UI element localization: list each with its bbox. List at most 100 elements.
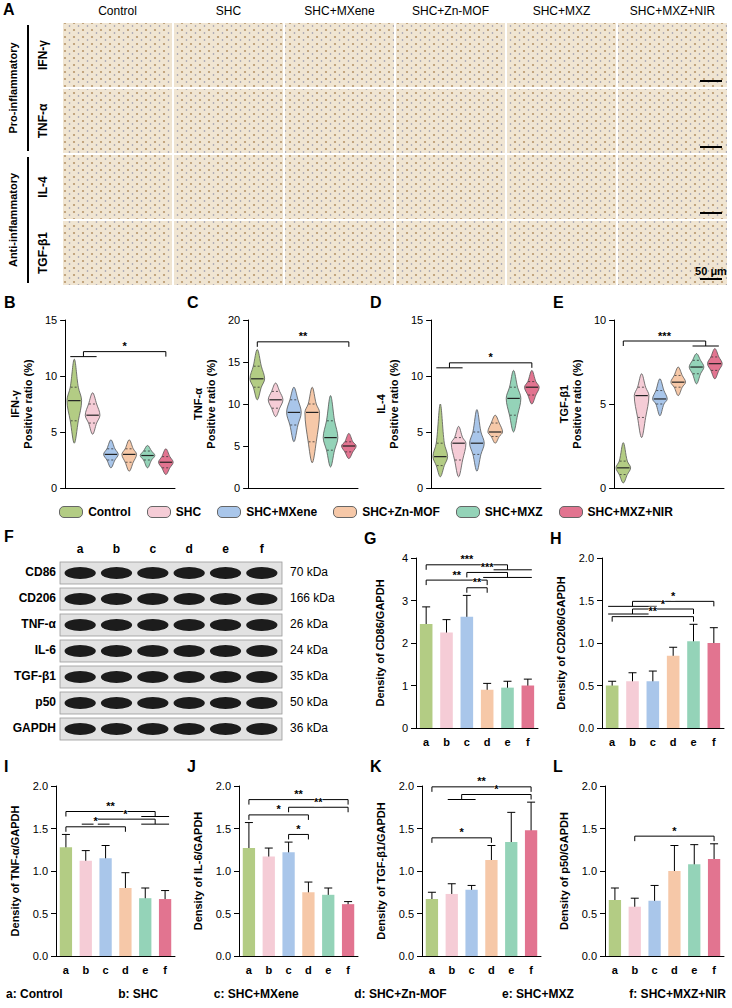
svg-text:K: K [370,758,382,775]
svg-text:b: b [629,736,636,748]
svg-text:SHC+MXZ+NIR: SHC+MXZ+NIR [630,4,716,18]
svg-text:**: ** [649,605,658,617]
svg-text:1.5: 1.5 [582,823,597,835]
svg-text:50 kDa: 50 kDa [290,695,328,709]
svg-text:b: b [113,542,120,556]
svg-text:TGF-β1: TGF-β1 [558,385,570,424]
svg-text:36 kDa: 36 kDa [290,721,328,735]
svg-text:p50: p50 [35,695,56,709]
svg-text:166 kDa: 166 kDa [290,591,335,605]
svg-text:SHC+MXene: SHC+MXene [304,4,375,18]
svg-text:d: d [305,964,312,976]
svg-text:a: a [429,964,436,976]
svg-text:0: 0 [234,482,240,494]
svg-text:1.5: 1.5 [33,823,48,835]
svg-text:e: e [222,542,229,556]
svg-text:2: 2 [402,637,408,649]
svg-text:0.0: 0.0 [399,950,414,962]
svg-text:a: a [77,542,84,556]
svg-text:TNF-α: TNF-α [36,103,50,138]
svg-text:CD206: CD206 [19,591,57,605]
svg-text:**: ** [314,796,323,808]
svg-text:Positive ratio (%): Positive ratio (%) [571,359,583,449]
svg-text:d: d [484,736,491,748]
svg-text:**: ** [106,800,115,812]
svg-text:Pro-inflammatory: Pro-inflammatory [7,42,19,134]
svg-text:24 kDa: 24 kDa [290,643,328,657]
svg-text:**: ** [477,775,486,787]
svg-text:**: ** [299,330,308,342]
svg-text:IL-4: IL-4 [375,393,387,413]
svg-text:2.0: 2.0 [33,780,48,792]
svg-text:0.0: 0.0 [216,950,231,962]
svg-text:2.0: 2.0 [582,780,597,792]
svg-text:c: c [149,542,156,556]
svg-text:15: 15 [411,314,423,326]
svg-text:c: c [464,736,470,748]
svg-text:a: a [612,964,619,976]
svg-text:d: d [488,964,495,976]
svg-text:L: L [553,758,563,775]
svg-text:*: * [672,825,677,837]
svg-text:Density of CD206/GAPDH: Density of CD206/GAPDH [555,576,567,709]
svg-text:GAPDH: GAPDH [13,721,56,735]
svg-text:***: *** [658,330,672,342]
svg-text:10: 10 [228,398,240,410]
svg-text:b: b [82,964,89,976]
svg-text:10: 10 [45,370,57,382]
svg-text:d: d [122,964,129,976]
svg-text:Density of CD86/GAPDH: Density of CD86/GAPDH [374,579,386,706]
svg-text:d: d [671,964,678,976]
svg-text:f: f [163,964,167,976]
svg-text:e: e [504,736,510,748]
svg-text:TNF-α: TNF-α [21,617,56,631]
svg-text:0.0: 0.0 [582,950,597,962]
svg-text:F: F [4,528,14,545]
svg-text:H: H [550,530,562,547]
svg-text:**: ** [473,576,482,588]
svg-text:2.0: 2.0 [216,780,231,792]
svg-text:A: A [3,1,15,18]
svg-text:f: f [526,736,530,748]
svg-text:a: a [423,736,430,748]
svg-text:1.0: 1.0 [216,865,231,877]
svg-text:1.5: 1.5 [399,823,414,835]
svg-text:*: * [123,340,128,352]
svg-text:C: C [187,294,199,311]
svg-text:5: 5 [234,440,240,452]
svg-text:0: 0 [402,722,408,734]
svg-text:15: 15 [45,314,57,326]
svg-text:15: 15 [228,356,240,368]
svg-text:2.0: 2.0 [579,552,594,564]
svg-text:Positive ratio (%): Positive ratio (%) [388,359,400,449]
svg-text:70 kDa: 70 kDa [290,565,328,579]
svg-text:D: D [370,294,382,311]
svg-text:TGF-β1: TGF-β1 [36,232,50,274]
svg-text:5: 5 [417,426,423,438]
svg-text:Anti-inflammatory: Anti-inflammatory [7,172,19,267]
svg-text:Positive ratio (%): Positive ratio (%) [22,359,34,449]
svg-text:5: 5 [600,398,606,410]
svg-text:f: f [712,964,716,976]
svg-text:Density of TGF-β1/GAPDH: Density of TGF-β1/GAPDH [375,802,387,940]
svg-text:CD86: CD86 [25,565,56,579]
svg-text:B: B [4,294,16,311]
svg-text:e: e [691,964,697,976]
svg-text:b: b [443,736,450,748]
svg-text:0.0: 0.0 [33,950,48,962]
svg-text:G: G [364,530,376,547]
svg-text:e: e [690,736,696,748]
svg-text:b: b [631,964,638,976]
svg-text:**: ** [294,788,303,800]
svg-text:0: 0 [51,482,57,494]
svg-text:***: *** [481,561,495,573]
svg-text:1.0: 1.0 [33,865,48,877]
svg-text:IFN-γ: IFN-γ [9,389,21,417]
svg-text:f: f [260,542,265,556]
svg-text:1.0: 1.0 [399,865,414,877]
svg-text:10: 10 [594,314,606,326]
svg-text:1.0: 1.0 [579,637,594,649]
svg-text:*: * [94,815,99,827]
svg-text:*: * [661,598,666,610]
svg-text:d: d [185,542,192,556]
